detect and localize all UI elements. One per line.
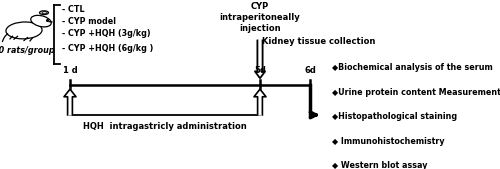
Text: ◆Histopathological staining: ◆Histopathological staining — [332, 112, 458, 121]
Text: 10 rats/group: 10 rats/group — [0, 46, 55, 55]
Text: - CYP model: - CYP model — [62, 17, 116, 26]
Text: Kidney tissue collection: Kidney tissue collection — [262, 37, 376, 46]
Text: 5d: 5d — [254, 66, 266, 75]
Text: ◆Biochemical analysis of the serum: ◆Biochemical analysis of the serum — [332, 63, 493, 72]
Ellipse shape — [42, 11, 47, 14]
Text: ◆ Western blot assay: ◆ Western blot assay — [332, 161, 428, 169]
Polygon shape — [255, 41, 265, 78]
Text: - CYP +HQH (3g/kg): - CYP +HQH (3g/kg) — [62, 29, 150, 38]
Text: 6d: 6d — [304, 66, 316, 75]
Polygon shape — [64, 89, 76, 115]
Polygon shape — [254, 89, 266, 115]
Text: - CYP +HQH (6g/kg ): - CYP +HQH (6g/kg ) — [62, 44, 154, 53]
Text: - CTL: - CTL — [62, 5, 84, 14]
Text: CYP
intraperitoneally
injection: CYP intraperitoneally injection — [220, 2, 300, 33]
Text: ◆ Immunohistochemistry: ◆ Immunohistochemistry — [332, 137, 445, 146]
Text: 1 d: 1 d — [62, 66, 78, 75]
Ellipse shape — [40, 11, 48, 15]
Ellipse shape — [6, 22, 42, 39]
Text: ◆Urine protein content Measurement: ◆Urine protein content Measurement — [332, 88, 500, 97]
Text: HQH  intragastricly administration: HQH intragastricly administration — [83, 122, 247, 131]
Ellipse shape — [31, 15, 51, 27]
